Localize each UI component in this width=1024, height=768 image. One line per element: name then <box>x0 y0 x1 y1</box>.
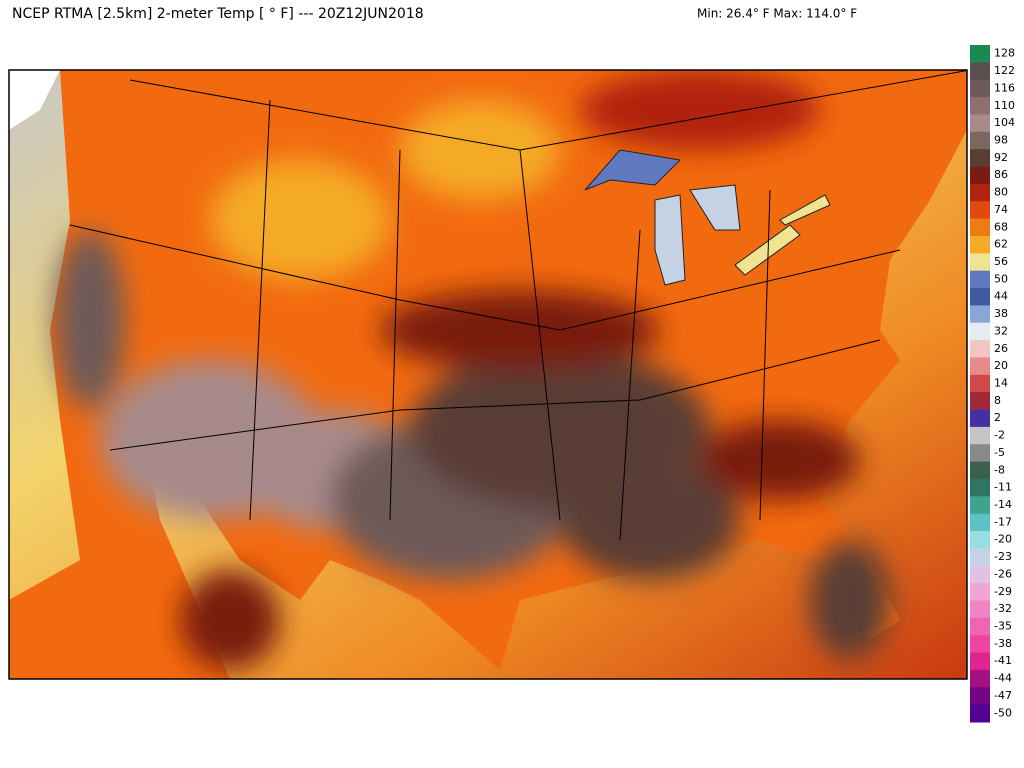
colorbar-segment <box>970 496 990 515</box>
title: NCEP RTMA [2.5km] 2-meter Temp [ ° F] --… <box>12 6 424 22</box>
colorbar-segment <box>970 461 990 480</box>
colorbar-segment <box>970 444 990 463</box>
great-lakes <box>584 149 831 286</box>
colorbar-segment <box>970 635 990 654</box>
colorbar-segment <box>970 617 990 636</box>
colorbar-label: 26 <box>994 342 1008 355</box>
colorbar-label: -32 <box>994 602 1012 615</box>
colorbar-label: -38 <box>994 637 1012 650</box>
colorbar-segment <box>970 45 990 63</box>
colorbar-segment <box>970 305 990 324</box>
map-frame <box>8 69 968 680</box>
map <box>9 70 967 679</box>
colorbar-segment <box>970 235 990 254</box>
colorbar-segment <box>970 392 990 411</box>
colorbar-segment <box>970 409 990 428</box>
colorbar-label: 20 <box>994 359 1008 372</box>
colorbar-label: 98 <box>994 133 1008 146</box>
colorbar-label: -47 <box>994 689 1012 702</box>
colorbar-segment <box>970 218 990 237</box>
colorbar-segment <box>970 513 990 532</box>
colorbar-segment <box>970 583 990 601</box>
colorbar-segment <box>970 270 990 289</box>
colorbar-label: 56 <box>994 255 1008 268</box>
colorbar-segment <box>970 79 990 98</box>
colorbar-label: -11 <box>994 481 1012 494</box>
colorbar-segment <box>970 340 990 358</box>
colorbar-label: 80 <box>994 186 1008 199</box>
colorbar-label: 50 <box>994 272 1008 285</box>
colorbar-segment <box>970 531 990 549</box>
colorbar-segment <box>970 600 990 619</box>
colorbar: 128 122 116 110 104 98 92 86 80 74 68 62 56 50 44 38 32 2… <box>970 45 1015 723</box>
colorbar-segment <box>970 704 990 723</box>
colorbar-label: -44 <box>994 672 1012 685</box>
colorbar-label: 122 <box>994 64 1015 77</box>
colorbar-segment <box>970 288 990 306</box>
colorbar-label: 8 <box>994 394 1001 407</box>
colorbar-segment <box>970 253 990 272</box>
colorbar-label: -14 <box>994 498 1012 511</box>
colorbar-segment <box>970 687 990 706</box>
colorbar-label: -2 <box>994 429 1005 442</box>
colorbar-segment <box>970 652 990 671</box>
colorbar-label: 128 <box>994 47 1015 60</box>
colorbar-label: -17 <box>994 515 1012 528</box>
colorbar-segment <box>970 374 990 393</box>
colorbar-label: 2 <box>994 411 1001 424</box>
colorbar-label: -35 <box>994 620 1012 633</box>
colorbar-segment <box>970 114 990 133</box>
colorbar-label: 86 <box>994 168 1008 181</box>
colorbar-segment <box>970 478 990 497</box>
colorbar-segment <box>970 166 990 185</box>
colorbar-label: 104 <box>994 116 1015 129</box>
colorbar-label: 110 <box>994 99 1015 112</box>
colorbar-label: 92 <box>994 151 1008 164</box>
colorbar-label: -8 <box>994 463 1005 476</box>
colorbar-label: -23 <box>994 550 1012 563</box>
colorbar-segment <box>970 62 990 81</box>
colorbar-label: -5 <box>994 446 1005 459</box>
colorbar-label: -41 <box>994 654 1012 667</box>
state-borders <box>69 70 967 541</box>
colorbar-label: 14 <box>994 377 1008 390</box>
colorbar-label: 38 <box>994 307 1008 320</box>
colorbar-segment <box>970 426 990 445</box>
colorbar-segment <box>970 357 990 376</box>
colorbar-label: -26 <box>994 567 1012 580</box>
colorbar-label: 68 <box>994 220 1008 233</box>
colorbar-label: 116 <box>994 81 1015 94</box>
range-text: Min: 26.4° F Max: 114.0° F <box>697 7 857 21</box>
colorbar-label: -20 <box>994 533 1012 546</box>
colorbar-segment <box>970 97 990 115</box>
colorbar-label: -50 <box>994 706 1012 719</box>
colorbar-segment <box>970 131 990 150</box>
colorbar-segment <box>970 183 990 202</box>
colorbar-label: 32 <box>994 324 1008 337</box>
colorbar-segment <box>970 322 990 341</box>
colorbar-label: 44 <box>994 290 1008 303</box>
colorbar-label: -29 <box>994 585 1012 598</box>
colorbar-label: 74 <box>994 203 1008 216</box>
colorbar-segment <box>970 548 990 567</box>
colorbar-segment <box>970 565 990 584</box>
colorbar-label: 62 <box>994 238 1008 251</box>
colorbar-segment <box>970 201 990 220</box>
colorbar-segment <box>970 669 990 688</box>
colorbar-segment <box>970 149 990 168</box>
